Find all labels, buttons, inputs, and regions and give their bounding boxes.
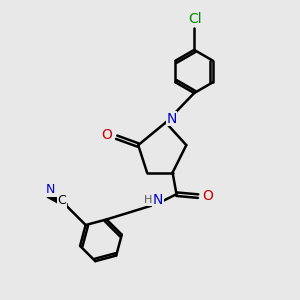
Text: N: N	[167, 112, 177, 126]
Text: N: N	[153, 193, 163, 207]
Text: N: N	[46, 183, 55, 196]
Text: C: C	[58, 194, 67, 207]
Text: O: O	[101, 128, 112, 142]
Text: O: O	[202, 189, 213, 203]
Text: H: H	[144, 195, 152, 205]
Text: Cl: Cl	[188, 13, 202, 26]
